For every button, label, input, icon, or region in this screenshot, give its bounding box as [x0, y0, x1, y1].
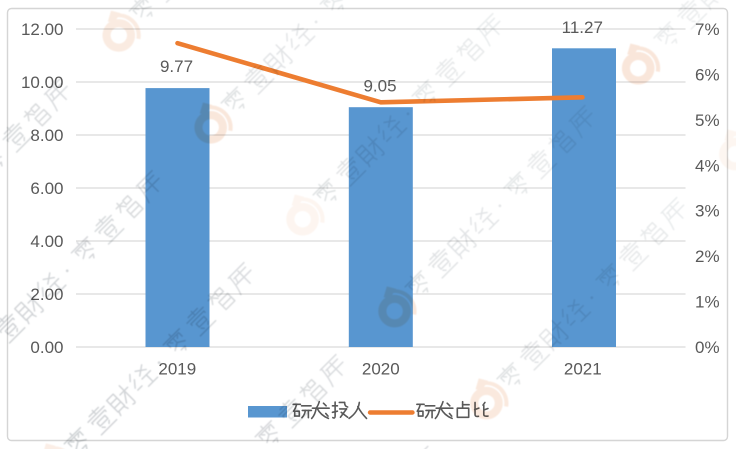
svg-text:8.00: 8.00	[30, 126, 63, 145]
svg-text:3%: 3%	[695, 202, 720, 221]
svg-text:11.27: 11.27	[562, 18, 603, 37]
svg-text:4%: 4%	[695, 156, 720, 175]
svg-text:2%: 2%	[695, 247, 720, 266]
svg-text:0.00: 0.00	[30, 338, 63, 357]
svg-text:2019: 2019	[158, 359, 196, 378]
svg-text:2021: 2021	[564, 359, 602, 378]
svg-text:6%: 6%	[695, 65, 720, 84]
svg-text:5%: 5%	[695, 111, 720, 130]
svg-text:4.00: 4.00	[30, 232, 63, 251]
svg-text:1%: 1%	[695, 293, 720, 312]
svg-text:9.77: 9.77	[160, 57, 193, 76]
svg-text:12.00: 12.00	[21, 20, 64, 39]
svg-text:2020: 2020	[362, 359, 400, 378]
svg-text:6.00: 6.00	[30, 179, 63, 198]
svg-text:10.00: 10.00	[21, 73, 64, 92]
svg-text:9.05: 9.05	[363, 77, 396, 96]
svg-text:0%: 0%	[695, 338, 720, 357]
svg-text:7%: 7%	[695, 20, 720, 39]
